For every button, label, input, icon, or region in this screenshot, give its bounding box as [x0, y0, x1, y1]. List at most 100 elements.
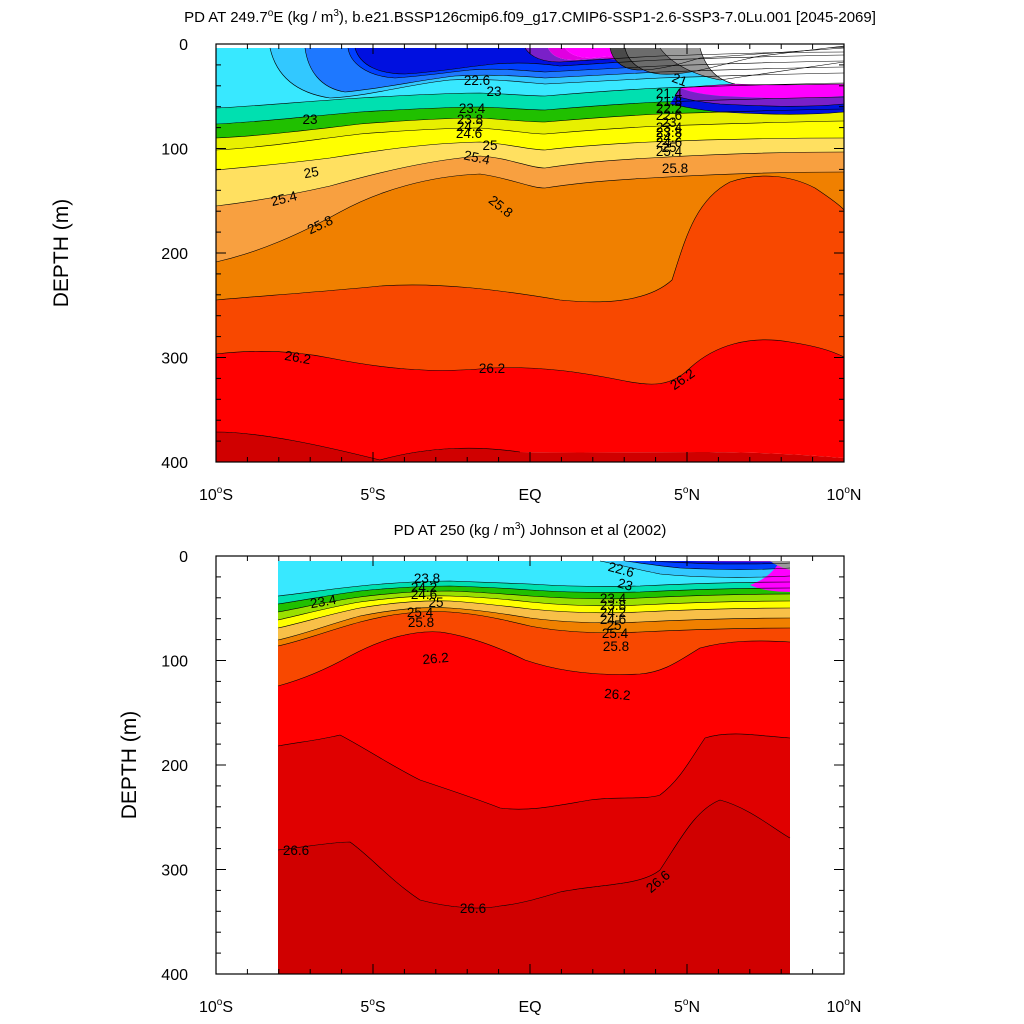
y-axis: 0 100 200 300 400: [161, 37, 188, 472]
y-axis: 0 100 200 300 400: [161, 549, 188, 984]
layer-21.8: [690, 561, 790, 562]
y-axis-label: DEPTH (m): [118, 711, 141, 820]
y-tick-label: 0: [179, 549, 188, 566]
contour-label: 25.8: [603, 639, 629, 654]
contour-label: 25: [428, 595, 443, 610]
contour-label: 23.8: [600, 598, 626, 613]
density-fill-layers: [216, 46, 844, 462]
chart-title: PD AT 250 (kg / m3) Johnson et al (2002): [394, 521, 667, 539]
contour-label: 25: [303, 164, 320, 181]
y-axis-label: DEPTH (m): [50, 199, 73, 308]
contour-label: 25.4: [269, 188, 299, 209]
density-fill-layers: [278, 561, 790, 974]
layer-24.2: [216, 109, 844, 150]
layer-24.6: [278, 591, 790, 620]
layer-25.4: [216, 152, 844, 262]
x-tick-label: 10oN: [827, 485, 862, 504]
contour-label: 23: [661, 115, 676, 130]
layer-22.0: [525, 48, 844, 62]
contour-label: 26.2: [479, 361, 505, 376]
plot-area: [216, 556, 844, 974]
y-tick-label: 200: [161, 758, 188, 775]
layer-26.2: [216, 339, 844, 460]
contour-label: 26.2: [284, 348, 312, 367]
x-tick-label: 10oN: [827, 997, 862, 1016]
chart-panel-1: PD AT 249.7oE (kg / m3), b.e21.BSSP126cm…: [50, 8, 876, 504]
y-tick-label: 100: [161, 654, 188, 671]
contour-label: 23.8: [414, 571, 440, 586]
layer-26.6-deep: [278, 800, 790, 974]
contour-labels: 22.6 23 23 23.4 23.8 24.2 24.6 25 25 25.…: [269, 70, 697, 393]
contour-label: 23: [486, 84, 501, 99]
x-tick-label: 5oN: [674, 485, 700, 504]
layer-26.6: [278, 733, 790, 908]
contour-label: 23.4: [459, 101, 486, 116]
layer-22.6: [305, 48, 844, 92]
x-tick-label: 10oS: [199, 997, 233, 1016]
layer-26.4: [278, 631, 790, 810]
contour-label: 25.8: [408, 615, 434, 630]
contour-label: 21: [670, 70, 689, 89]
axis-ticks: [215, 555, 845, 975]
plot-area: [216, 44, 844, 462]
chart-panel-2: PD AT 250 (kg / m3) Johnson et al (2002): [118, 521, 861, 1016]
contour-lines: [277, 560, 791, 909]
contour-label: 24.2: [411, 580, 437, 595]
contour-lines: [216, 45, 844, 461]
layer-25.8: [216, 172, 844, 302]
contour-label: 23: [302, 112, 317, 127]
contour-label: 26.2: [604, 686, 631, 703]
contour-labels: 23.4 23.8 24.2 24.6 25 25.4 25.8 26.2 22…: [283, 559, 673, 916]
contour-label: 23.8: [656, 125, 682, 140]
chart-title: PD AT 249.7oE (kg / m3), b.e21.BSSP126cm…: [184, 8, 876, 26]
y-tick-label: 400: [161, 455, 188, 472]
contour-label: 25: [606, 618, 621, 633]
x-tick-label: 5oS: [360, 997, 385, 1016]
contour-label: 24.6: [600, 612, 626, 627]
contour-label: 24.6: [656, 135, 682, 150]
x-tick-label: EQ: [518, 487, 541, 504]
contour-label: 25.4: [602, 626, 629, 641]
layer-22.6: [625, 561, 790, 570]
contour-label: 23.8: [457, 112, 483, 127]
contour-label: 25.4: [463, 148, 492, 168]
x-tick-label: 5oS: [360, 485, 385, 504]
contour-label: 24.2: [457, 119, 483, 134]
layer-25.0: [216, 138, 844, 206]
y-tick-label: 300: [161, 863, 188, 880]
x-tick-label: 10oS: [199, 485, 233, 504]
contour-label: 25.4: [656, 144, 683, 159]
contour-label: 26.6: [283, 843, 309, 858]
axis-ticks: [215, 43, 845, 463]
top-right-purple-band: [675, 88, 844, 107]
contour-label: 22.2: [656, 101, 682, 116]
contour-label: 22.6: [656, 108, 682, 123]
contour-label: 23.4: [309, 592, 338, 611]
contour-label: 21.4: [656, 86, 683, 101]
contour-label: 23.4: [656, 120, 683, 135]
contour-label: 26.2: [422, 650, 449, 667]
contour-label: 24.2: [656, 130, 682, 145]
contour-label: 23.4: [600, 591, 627, 606]
contour-label: 22.6: [607, 559, 636, 580]
contour-label: 21.8: [656, 94, 682, 109]
contour-label: 25: [661, 140, 676, 155]
y-tick-label: 400: [161, 967, 188, 984]
x-axis: 10oS 5oS EQ 5oN 10oN: [199, 485, 861, 504]
layer-26.0: [216, 176, 844, 385]
layer-26.2: [278, 611, 790, 686]
contour-label: 23: [616, 575, 634, 593]
contour-label: 26.6: [460, 901, 486, 916]
x-tick-label: EQ: [518, 999, 541, 1016]
y-tick-label: 0: [179, 37, 188, 54]
y-tick-label: 100: [161, 142, 188, 159]
layer-23.8: [278, 581, 790, 604]
layer-23.4: [278, 561, 790, 596]
contour-label: 24.6: [456, 126, 482, 141]
y-tick-label: 300: [161, 351, 188, 368]
x-axis: 10oS 5oS EQ 5oN 10oN: [199, 997, 861, 1016]
y-tick-label: 200: [161, 246, 188, 263]
top-right-magenta-band: [680, 84, 844, 99]
layer-23.0: [600, 561, 790, 578]
